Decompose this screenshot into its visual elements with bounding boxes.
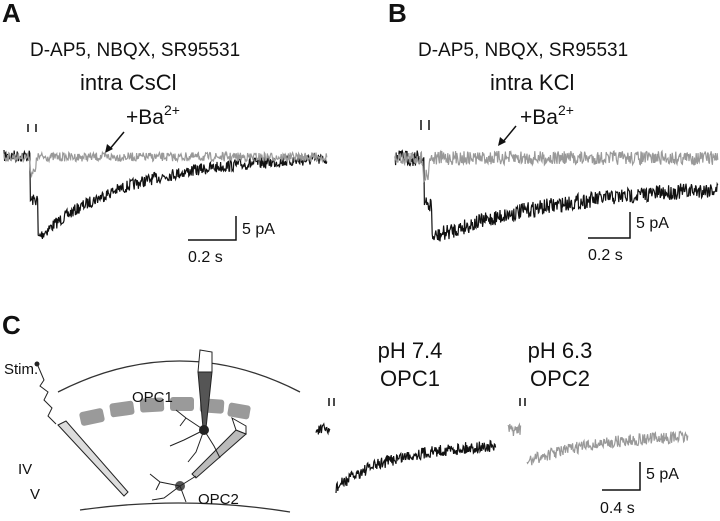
cell-label: OPC2 — [198, 491, 239, 508]
internal-solution: intra CsCl — [80, 70, 177, 95]
current-trace — [394, 149, 719, 242]
current-trace — [394, 149, 719, 184]
scale-bar — [188, 216, 237, 241]
layer-label: V — [30, 486, 40, 503]
stim-artifacts — [328, 398, 526, 406]
current-trace — [3, 150, 328, 179]
drug-base: +Ba — [126, 106, 164, 129]
panel-label: C — [2, 310, 21, 340]
scale-y: 5 pA — [646, 466, 679, 483]
current-trace — [335, 439, 497, 494]
traces — [3, 149, 328, 240]
traces — [394, 149, 719, 242]
panel-label: B — [388, 0, 407, 28]
panel-label: A — [2, 0, 21, 28]
stim-label: Stim. — [4, 361, 38, 378]
scale-x: 0.4 s — [600, 500, 635, 517]
drug-list: D-AP5, NBQX, SR95531 — [418, 40, 628, 61]
drug-base: +Ba — [520, 106, 558, 129]
current-trace — [3, 149, 328, 240]
arrow-head — [498, 137, 506, 146]
trace-cell: OPC1 — [380, 366, 440, 391]
added-drug: +Ba2+ — [520, 102, 574, 129]
internal-solution: intra KCl — [490, 70, 574, 95]
arrow — [108, 131, 125, 151]
added-drug: +Ba2+ — [126, 102, 180, 129]
stim-artifacts — [420, 120, 430, 130]
drug-superscript: 2+ — [164, 102, 180, 118]
scale-y: 5 pA — [242, 221, 275, 238]
scale-bar — [602, 462, 641, 491]
current-trace — [315, 422, 331, 436]
trace-cell: OPC2 — [530, 366, 590, 391]
traces — [315, 422, 689, 494]
current-trace — [526, 430, 689, 466]
arrow — [501, 125, 517, 144]
current-trace — [507, 422, 522, 436]
scale-y: 5 pA — [636, 215, 669, 232]
cell-label: OPC1 — [132, 389, 173, 406]
scale-x: 0.2 s — [588, 247, 623, 264]
arrow-head — [105, 144, 113, 153]
layer-label: IV — [18, 461, 32, 478]
stim-artifacts — [27, 124, 37, 132]
slice-diagram — [34, 349, 301, 513]
scale-x: 0.2 s — [188, 249, 223, 266]
trace-ph: pH 6.3 — [528, 338, 593, 363]
drug-list: D-AP5, NBQX, SR95531 — [30, 40, 240, 61]
trace-ph: pH 7.4 — [378, 338, 443, 363]
drug-superscript: 2+ — [558, 102, 574, 118]
scale-bar — [588, 212, 631, 239]
